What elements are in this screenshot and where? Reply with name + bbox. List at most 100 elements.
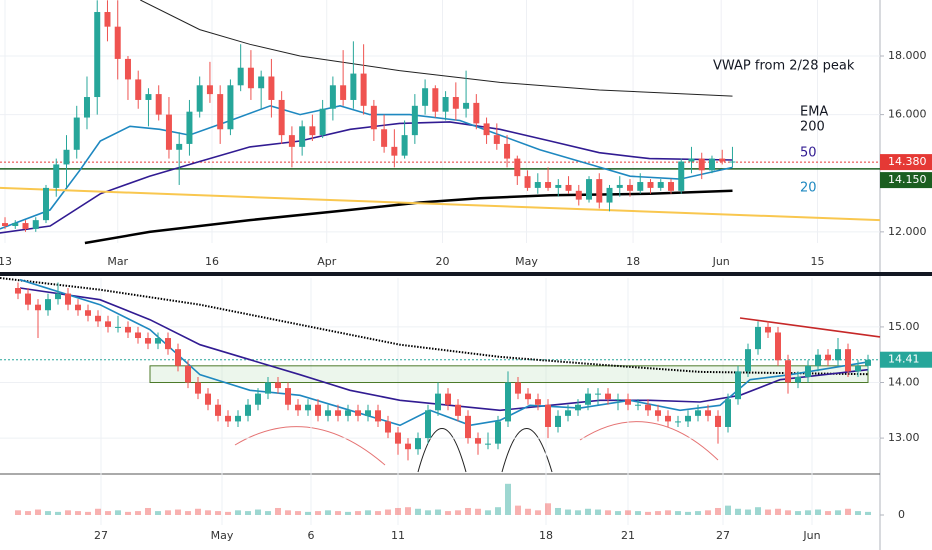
candle-body <box>186 111 193 144</box>
volume-bar <box>445 511 451 515</box>
candle-body <box>115 326 121 328</box>
volume-bar <box>625 510 631 515</box>
candle-body <box>805 365 811 377</box>
candle-body <box>165 338 171 350</box>
candle-body <box>355 410 361 416</box>
y-tick-label: 16.000 <box>888 108 927 121</box>
volume-bar <box>505 483 511 515</box>
volume-bar <box>545 503 551 515</box>
candle-body <box>176 143 183 150</box>
x-tick-label: 27 <box>716 529 730 542</box>
candle-body <box>395 432 401 444</box>
volume-bar <box>285 510 291 515</box>
arch <box>417 428 467 473</box>
candle-body <box>688 158 695 162</box>
candle-body <box>695 410 701 416</box>
volume-bar <box>685 511 691 515</box>
candle-body <box>485 443 491 445</box>
candle-body <box>278 99 285 136</box>
candle-body <box>585 393 591 405</box>
candle-body <box>35 304 41 311</box>
volume-bar <box>325 510 331 515</box>
support-zone <box>149 365 869 384</box>
candle-body <box>299 126 306 147</box>
x-tick-label: 6 <box>308 529 315 542</box>
volume-bar <box>455 510 461 515</box>
indicator-line <box>739 317 881 338</box>
candle-body <box>422 88 429 106</box>
y-tick-label: 12.000 <box>888 225 927 238</box>
candle-body <box>455 404 461 416</box>
x-tick-label: 20 <box>436 255 450 268</box>
volume-bar <box>695 511 701 515</box>
volume-bar <box>15 510 21 515</box>
candle-body <box>605 393 611 400</box>
candle-body <box>65 293 71 305</box>
candle-body <box>698 158 705 171</box>
candle-body <box>255 393 261 405</box>
volume-bar <box>305 511 311 515</box>
volume-bar <box>365 510 371 515</box>
volume-bar <box>35 509 41 515</box>
candle-body <box>483 123 490 136</box>
candle-body <box>401 135 408 156</box>
price-tag <box>880 172 932 189</box>
candle-body <box>185 365 191 383</box>
volume-bar <box>295 511 301 515</box>
rounding-arc <box>579 421 719 461</box>
volume-bar <box>25 511 31 515</box>
candle-body <box>606 187 613 203</box>
candle-body <box>83 97 90 118</box>
volume-bar <box>125 511 131 515</box>
candle-body <box>473 102 480 124</box>
volume-bar <box>165 510 171 515</box>
candle-body <box>405 443 411 450</box>
candle-body <box>125 326 131 333</box>
candle-body <box>627 184 634 191</box>
panel-divider <box>0 272 932 276</box>
candle-body <box>705 410 711 416</box>
volume-bar <box>795 511 801 515</box>
candle-body <box>265 382 271 394</box>
volume-bar <box>805 510 811 515</box>
candle-body <box>524 176 531 188</box>
legend-label: 50 <box>800 146 817 161</box>
x-tick-label: May <box>515 255 538 268</box>
candle-body <box>135 332 141 339</box>
candle-body <box>196 85 203 112</box>
volume-bar <box>755 507 761 515</box>
candle-body <box>495 421 501 444</box>
candle-body <box>715 415 721 427</box>
candle-body <box>319 108 326 136</box>
candle-body <box>445 393 451 405</box>
candle-body <box>340 85 347 100</box>
volume-bar <box>115 510 121 515</box>
volume-bar <box>235 510 241 515</box>
candle-body <box>442 97 449 112</box>
candle-body <box>315 404 321 416</box>
candle-body <box>835 349 841 361</box>
volume-bar <box>495 507 501 515</box>
candle-body <box>615 399 621 401</box>
y-tick-label: 0 <box>898 508 905 521</box>
candle-body <box>104 12 111 27</box>
candle-body <box>415 438 421 450</box>
volume-bar <box>335 511 341 515</box>
candle-body <box>227 85 234 130</box>
candle-body <box>545 182 552 188</box>
indicator-line <box>0 121 733 234</box>
candle-body <box>365 410 371 416</box>
x-tick-label: 13 <box>0 255 12 268</box>
candle-body <box>335 410 341 416</box>
candle-body <box>145 94 152 100</box>
volume-bar <box>665 510 671 515</box>
candle-body <box>678 161 685 191</box>
candle-body <box>345 410 351 416</box>
volume-bar <box>315 511 321 515</box>
volume-bar <box>155 511 161 515</box>
price-tag <box>880 351 932 368</box>
candle-body <box>32 220 39 229</box>
candle-body <box>285 388 291 405</box>
candle-body <box>155 338 161 344</box>
volume-bar <box>395 507 401 515</box>
